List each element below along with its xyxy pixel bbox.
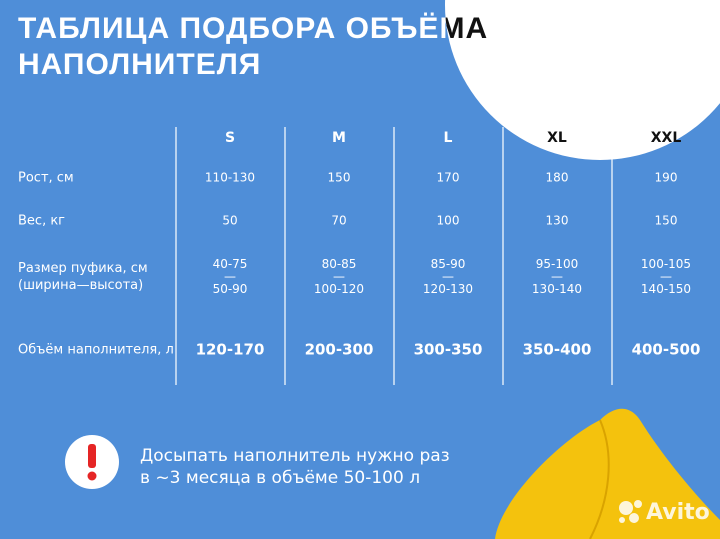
cell: 80-85 [322, 257, 357, 271]
row-label: Объём наполнителя, л [18, 343, 174, 358]
row-label: (ширина—высота) [18, 278, 143, 293]
cell: 200-300 [305, 341, 374, 359]
note-line: Досыпать наполнитель нужно раз [140, 446, 450, 466]
cell: 120-130 [423, 282, 473, 296]
column-header: XXL [651, 130, 682, 146]
title-line: ТАБЛИЦА ПОДБОРА ОБЪЁМА [18, 12, 488, 45]
cell: 130-140 [532, 282, 582, 296]
column-header: L [444, 130, 453, 146]
cell: 180 [546, 171, 569, 185]
beanbag-seam [589, 419, 610, 539]
cell: 150 [328, 171, 351, 185]
cell: — [333, 270, 345, 284]
column-header: S [225, 130, 235, 146]
row-label: Вес, кг [18, 214, 65, 229]
cell: 40-75 [213, 257, 248, 271]
title-line: ТАБЛИЦА ПОДБОРА ОБЪЁМА [18, 12, 488, 45]
warning-dot [87, 471, 97, 481]
cell: 190 [655, 171, 678, 185]
cell: 50 [222, 214, 237, 228]
cell: 70 [331, 214, 346, 228]
cell: 130 [546, 214, 569, 228]
watermark: Avito [646, 500, 710, 525]
column-header: XL [547, 130, 567, 146]
cell: 95-100 [536, 257, 579, 271]
cell: — [551, 270, 563, 284]
cell: — [224, 270, 236, 284]
cell: 140-150 [641, 282, 691, 296]
row-label: Размер пуфика, см [18, 261, 148, 276]
cell: 85-90 [431, 257, 466, 271]
cell: 50-90 [213, 282, 248, 296]
cell: 100-120 [314, 282, 364, 296]
note-line: в ~3 месяца в объёме 50-100 л [140, 468, 420, 488]
cell: 170 [437, 171, 460, 185]
cell: 150 [655, 214, 678, 228]
cell: — [442, 270, 454, 284]
cell: 300-350 [414, 341, 483, 359]
cell: 350-400 [523, 341, 592, 359]
white-circle [445, 0, 720, 160]
column-header: M [332, 130, 346, 146]
cell: — [660, 270, 672, 284]
cell: 110-130 [205, 171, 255, 185]
title-line: НАПОЛНИТЕЛЯ [18, 48, 261, 81]
watermark-logo [619, 500, 642, 523]
warning-mark [88, 444, 96, 468]
cell: 400-500 [632, 341, 701, 359]
cell: 100-105 [641, 257, 691, 271]
cell: 100 [437, 214, 460, 228]
cell: 120-170 [196, 341, 265, 359]
row-label: Рост, см [18, 171, 74, 186]
